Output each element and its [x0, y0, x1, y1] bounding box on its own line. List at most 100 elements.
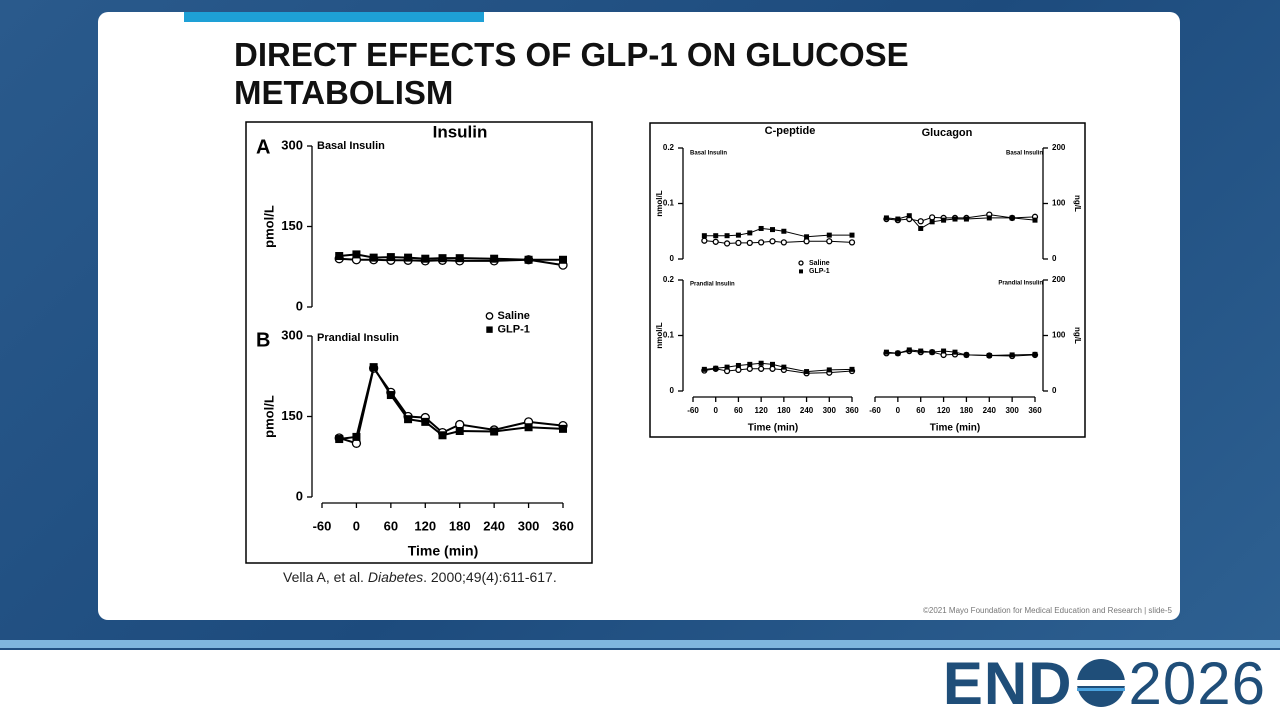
marker: [746, 365, 753, 372]
marker: [559, 255, 567, 264]
marker: [918, 225, 924, 231]
y-tick-label: 0.1: [663, 331, 675, 340]
y-tick-label: 0: [296, 488, 303, 503]
marker: [986, 215, 992, 221]
marker: [798, 260, 804, 266]
y-tick-label: 0: [670, 386, 675, 395]
marker: [713, 233, 719, 239]
y-axis-label: pmol/L: [261, 205, 276, 248]
marker: [804, 234, 810, 240]
y-tick-label: 0.1: [663, 199, 675, 208]
marker: [883, 349, 889, 355]
citation: Vella A, et al. Diabetes. 2000;49(4):611…: [283, 569, 557, 585]
x-tick-label: 0: [713, 406, 718, 415]
stripe: [0, 640, 1280, 648]
chart-subtitle: Basal Insulin: [690, 151, 727, 157]
marker: [486, 326, 493, 333]
y-tick-label: 200: [1052, 143, 1066, 152]
marker: [895, 216, 901, 222]
marker: [421, 417, 430, 426]
marker: [826, 367, 832, 373]
marker: [758, 360, 764, 366]
x-tick-label: 60: [916, 406, 925, 415]
x-tick-label: 300: [1005, 406, 1019, 415]
marker: [952, 216, 958, 222]
chart-subtitle: Basal Insulin: [1006, 151, 1043, 157]
y-tick-label: 0: [1052, 254, 1057, 263]
chart-subtitle: Prandial Insulin: [998, 281, 1043, 287]
marker: [758, 225, 764, 231]
marker: [404, 253, 413, 262]
marker: [386, 391, 395, 400]
x-tick-label: 180: [449, 518, 471, 533]
y-tick-label: 100: [1052, 199, 1066, 208]
x-axis-label: Time (min): [408, 543, 479, 559]
y-tick-label: 150: [281, 408, 303, 423]
y-tick-label: 0: [1052, 386, 1057, 395]
marker: [1009, 352, 1015, 358]
marker: [918, 348, 924, 354]
marker: [906, 347, 912, 353]
marker: [826, 232, 832, 238]
accent-bar: [184, 12, 484, 22]
marker: [895, 350, 901, 356]
y-tick-label: 150: [281, 218, 303, 233]
marker: [747, 230, 753, 236]
logo: END 2026: [943, 648, 1266, 720]
x-tick-label: 360: [845, 406, 859, 415]
marker: [701, 237, 708, 244]
marker: [386, 253, 395, 262]
x-tick-label: 0: [896, 406, 901, 415]
marker: [986, 352, 992, 358]
marker: [963, 216, 969, 222]
chart-subtitle: Prandial Insulin: [690, 282, 735, 288]
x-tick-label: 60: [734, 406, 743, 415]
y-axis-label: ng/L: [1073, 327, 1082, 344]
y-tick-label: 100: [1052, 331, 1066, 340]
marker: [928, 214, 936, 221]
x-axis-label: Time (min): [748, 423, 798, 434]
marker: [524, 423, 533, 432]
marker: [713, 365, 719, 371]
x-tick-label: 300: [823, 406, 837, 415]
marker: [769, 238, 776, 245]
logo-right: 2026: [1128, 650, 1266, 717]
marker: [963, 352, 969, 358]
marker: [849, 232, 855, 238]
marker: [455, 254, 464, 263]
marker: [490, 254, 499, 263]
marker: [421, 254, 430, 263]
marker: [1032, 351, 1038, 357]
x-tick-label: -60: [687, 406, 699, 415]
marker: [735, 366, 742, 374]
marker: [770, 361, 775, 367]
marker: [735, 232, 741, 238]
x-axis-label: Time (min): [930, 423, 980, 434]
citation-journal: Diabetes: [367, 569, 424, 585]
marker: [826, 238, 833, 245]
chart-title: C-peptide: [765, 125, 816, 137]
x-tick-label: 0: [353, 518, 360, 533]
y-tick-label: 300: [281, 327, 303, 342]
marker: [524, 255, 533, 264]
legend-label: GLP-1: [498, 324, 530, 336]
y-axis-label: nmol/L: [655, 190, 664, 216]
marker: [723, 240, 731, 247]
marker: [917, 218, 924, 225]
x-tick-label: 240: [983, 406, 997, 415]
panel-label: B: [256, 329, 270, 351]
marker: [455, 426, 464, 435]
x-tick-label: -60: [869, 406, 881, 415]
y-tick-label: 300: [281, 137, 303, 152]
marker: [883, 215, 889, 221]
marker: [724, 364, 730, 370]
y-tick-label: 0: [670, 254, 675, 263]
marker: [352, 250, 361, 259]
logo-left: END: [942, 650, 1073, 717]
x-tick-label: 360: [552, 518, 574, 533]
slide-title: DIRECT EFFECTS OF GLP-1 ON GLUCOSE METAB…: [234, 36, 909, 111]
x-tick-label: -60: [313, 518, 332, 533]
marker: [438, 431, 447, 440]
